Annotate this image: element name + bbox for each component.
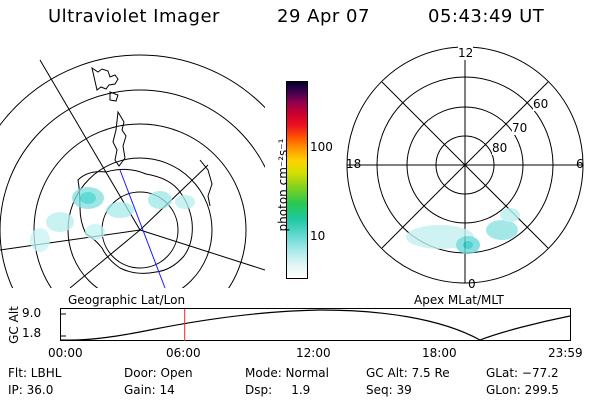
geographic-map-panel: [0, 54, 265, 289]
coastline: [109, 91, 119, 102]
aurora-emission: [30, 187, 195, 252]
glat-info: GLat: −77.2: [486, 366, 559, 380]
mlat-label-80: 80: [492, 141, 508, 155]
altitude-xtick-4: 23:59: [548, 346, 583, 360]
mlt-label-0: 0: [468, 277, 476, 291]
gc-alt-info: GC Alt: 7.5 Re: [366, 366, 450, 380]
altitude-axis-label: GC Alt: [7, 306, 21, 344]
filter-info: Flt: LBHL: [8, 366, 62, 380]
mlt-diagonal: [381, 81, 549, 249]
latitude-circle: [0, 54, 265, 126]
date-label: 29 Apr 07: [277, 6, 370, 27]
latitude-circle: [33, 123, 247, 288]
altitude-xtick-1: 06:00: [166, 346, 201, 360]
altitude-xtick-2: 12:00: [296, 346, 331, 360]
door-info: Door: Open: [124, 366, 193, 380]
coastline: [112, 110, 127, 167]
altitude-ytick-min: 1.8: [22, 326, 42, 340]
altitude-curve: [60, 309, 571, 341]
time-label: 05:43:49 UT: [428, 6, 545, 27]
colorbar-tick-10: 10: [310, 229, 326, 243]
mlt-label-18: 18: [346, 157, 362, 171]
longitude-line: [139, 164, 209, 231]
left-panel-caption: Geographic Lat/Lon: [68, 293, 186, 307]
longitude-line: [0, 229, 141, 251]
mlat-label-70: 70: [512, 121, 528, 135]
coastline: [91, 66, 119, 91]
right-panel-caption: Apex MLat/MLT: [414, 293, 504, 307]
colorbar-tick-100: 100: [310, 140, 333, 154]
mlt-label-6: 6: [576, 157, 584, 171]
coastline: [199, 159, 213, 207]
altitude-plot: [60, 308, 571, 341]
altitude-ytick-max: 9.0: [22, 306, 42, 320]
colorbar-units-label: photon cm⁻²s⁻¹: [276, 138, 290, 232]
seq-info: Seq: 39: [366, 383, 412, 397]
mlt-label-12: 12: [458, 46, 474, 60]
instrument-title: Ultraviolet Imager: [48, 6, 220, 27]
longitude-line: [69, 229, 141, 288]
dsp-info: Dsp: 1.9: [245, 383, 311, 397]
longitude-line: [39, 59, 141, 231]
latitude-circle: [67, 157, 213, 288]
aurora-emission-polar: [406, 208, 520, 254]
altitude-plot-frame: [60, 308, 571, 341]
polar-plot-panel: [346, 46, 584, 284]
altitude-xtick-0: 00:00: [48, 346, 83, 360]
glon-info: GLon: 299.5: [486, 383, 559, 397]
gain-info: Gain: 14: [124, 383, 175, 397]
satellite-track: [119, 169, 166, 289]
latitude-circle: [0, 89, 265, 288]
altitude-xtick-3: 18:00: [422, 346, 457, 360]
colorbar: [286, 81, 308, 279]
ip-info: IP: 36.0: [8, 383, 54, 397]
longitude-line: [139, 229, 265, 271]
mlat-label-60: 60: [533, 97, 549, 111]
mode-info: Mode: Normal: [245, 366, 329, 380]
